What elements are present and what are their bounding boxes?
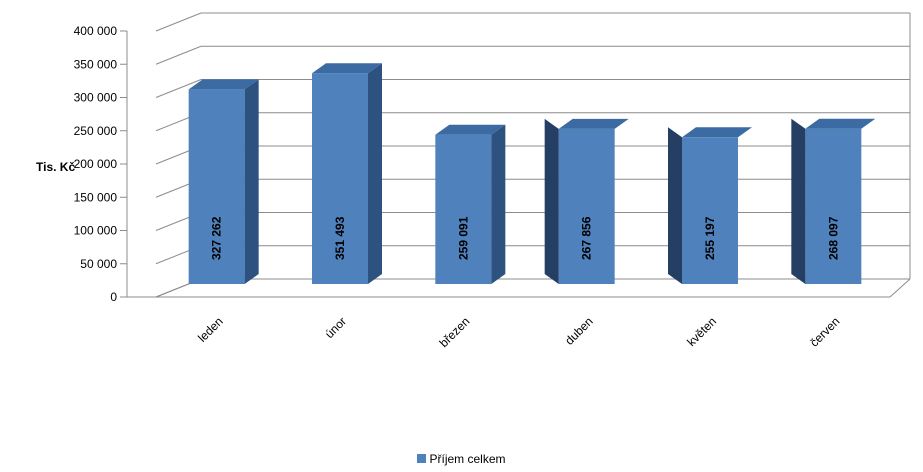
- bar-top: [312, 63, 382, 74]
- bar-top: [435, 124, 506, 135]
- y-tick-label: 50 000: [80, 257, 117, 271]
- y-tick-label: 100 000: [74, 224, 118, 238]
- bar-top: [188, 79, 259, 90]
- x-tick-label: květen: [684, 314, 719, 349]
- axes: [126, 13, 911, 298]
- gridline-side: [155, 12, 202, 32]
- legend-label: Příjem celkem: [429, 452, 506, 466]
- x-tick-label: leden: [195, 314, 226, 345]
- bar: 255 197: [668, 127, 752, 284]
- bar-value-label: 351 493: [333, 216, 347, 260]
- gridline-side: [155, 79, 202, 98]
- bar-side: [668, 127, 682, 284]
- y-tick-label: 250 000: [74, 124, 118, 138]
- bar-value-label: 259 091: [456, 216, 470, 260]
- bar-top: [682, 127, 752, 138]
- bar-top: [558, 118, 629, 129]
- y-tick-label: 400 000: [74, 24, 118, 38]
- y-tick-label: 350 000: [74, 57, 118, 71]
- bar-front: [188, 89, 245, 284]
- y-axis-ticks: 0 50 000 100 000 150 000 200 000 250 000 300 0…: [74, 24, 127, 304]
- x-tick-label: červen: [807, 314, 842, 349]
- bar: 268 097: [791, 118, 876, 285]
- bar-front: [558, 128, 615, 284]
- legend-swatch: [417, 454, 427, 463]
- x-tick-label: únor: [322, 314, 349, 341]
- y-tick-label: 300 000: [74, 91, 118, 105]
- bar-side: [368, 63, 382, 284]
- gridline-side: [155, 45, 202, 65]
- bar-top: [805, 118, 876, 129]
- y-tick-label: 150 000: [74, 190, 118, 204]
- bar: 267 856: [544, 118, 629, 284]
- bar: 351 493: [312, 63, 382, 284]
- bar-value-label: 267 856: [580, 216, 594, 260]
- bar-side: [244, 79, 259, 284]
- legend: Příjem celkem: [0, 452, 923, 466]
- y-tick-label: 200 000: [74, 157, 118, 171]
- bar: 327 262: [188, 79, 259, 284]
- bar-side: [544, 118, 559, 284]
- bar-front: [312, 73, 368, 284]
- bar-front: [805, 128, 862, 284]
- y-axis-label: Tis. Kč: [36, 160, 75, 174]
- x-tick-label: březen: [437, 314, 473, 350]
- bar: 259 091: [435, 124, 506, 284]
- bars: 327 262 351 493 259 091 267 856 255 197 268 0…: [188, 63, 876, 285]
- bar-value-label: 255 197: [703, 216, 717, 260]
- bar-side: [491, 124, 506, 284]
- x-tick-label: duben: [562, 314, 595, 347]
- bar-front: [435, 134, 492, 284]
- bar-value-label: 327 262: [210, 216, 224, 260]
- bar-front: [682, 137, 738, 284]
- bar-side: [791, 118, 806, 285]
- y-tick-label: 0: [110, 290, 117, 304]
- bar-value-label: 268 097: [826, 216, 840, 260]
- floor-right: [889, 278, 911, 298]
- x-axis-labels: leden únor březen duben květen červen: [195, 314, 842, 350]
